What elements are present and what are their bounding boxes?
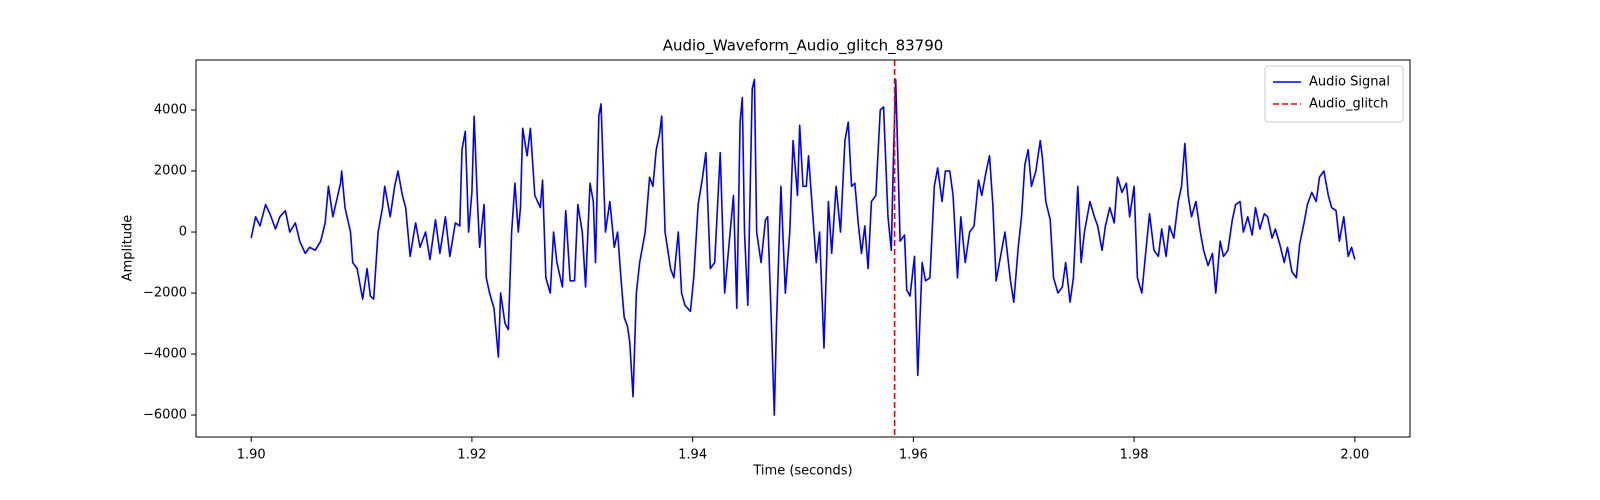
y-tick-label: 4000 xyxy=(154,103,187,118)
y-tick-label: −2000 xyxy=(143,286,187,301)
plot-frame xyxy=(195,59,1411,438)
legend-label: Audio Signal xyxy=(1309,75,1390,90)
x-tick-label: 1.98 xyxy=(1120,448,1149,463)
x-tick-label: 2.00 xyxy=(1340,448,1369,463)
series-line xyxy=(250,78,1356,416)
y-tick-label: 0 xyxy=(179,225,187,240)
y-tick-label: 2000 xyxy=(154,164,187,179)
chart-title: Audio_Waveform_Audio_glitch_83790 xyxy=(663,37,944,56)
x-tick-label: 1.90 xyxy=(237,448,266,463)
y-tick-label: −6000 xyxy=(143,408,187,423)
x-tick-label: 1.94 xyxy=(678,448,707,463)
legend-label: Audio_glitch xyxy=(1309,97,1388,112)
x-axis-label: Time (seconds) xyxy=(752,464,852,479)
legend-box xyxy=(1264,65,1404,123)
y-tick-label: −4000 xyxy=(143,347,187,362)
x-tick-label: 1.96 xyxy=(899,448,928,463)
y-axis-label: Amplitude xyxy=(121,215,136,282)
x-tick-label: 1.92 xyxy=(457,448,486,463)
